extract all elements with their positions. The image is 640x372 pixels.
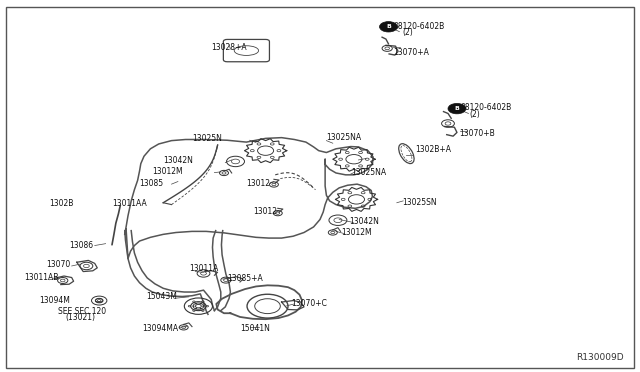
Text: 13085: 13085 [140,179,164,187]
Text: 13011A: 13011A [189,264,218,273]
Text: 13012M: 13012M [341,228,372,237]
Text: 13025N: 13025N [192,134,222,143]
Text: 13012M: 13012M [152,167,183,176]
Text: 13025NA: 13025NA [351,169,386,177]
Text: SEE SEC.120: SEE SEC.120 [58,307,106,316]
Text: 13070+B: 13070+B [460,129,495,138]
Text: (2): (2) [469,110,480,119]
Text: (2): (2) [402,28,413,37]
Text: 13025SN: 13025SN [402,198,436,207]
Text: 13012: 13012 [253,207,277,216]
Text: 13025NA: 13025NA [326,133,362,142]
Text: R130009D: R130009D [577,353,624,362]
Text: 13011AB: 13011AB [24,273,59,282]
Text: B: B [454,106,460,111]
Text: B: B [386,24,391,29]
Text: 13012: 13012 [246,179,270,187]
Text: 15041N: 15041N [240,324,270,333]
Text: (13021): (13021) [65,313,95,322]
Text: 13042N: 13042N [349,217,379,226]
Text: 13070+A: 13070+A [394,48,429,57]
Text: 15043M: 15043M [146,292,177,301]
Text: 13042N: 13042N [163,156,193,165]
Text: 13028+A: 13028+A [211,43,247,52]
Text: 1302B: 1302B [49,199,74,208]
Text: 13070+C: 13070+C [291,299,327,308]
Text: 1302B+A: 1302B+A [415,145,451,154]
Circle shape [380,22,397,32]
Text: 08120-6402B: 08120-6402B [461,103,512,112]
Text: 13094MA: 13094MA [142,324,178,333]
Text: 13086: 13086 [69,241,93,250]
Text: 13070: 13070 [46,260,70,269]
Circle shape [448,103,466,114]
Text: 13085+A: 13085+A [227,274,263,283]
Text: 13011AA: 13011AA [112,199,147,208]
Text: 08120-6402B: 08120-6402B [394,22,445,31]
Text: 13094M: 13094M [40,296,70,305]
